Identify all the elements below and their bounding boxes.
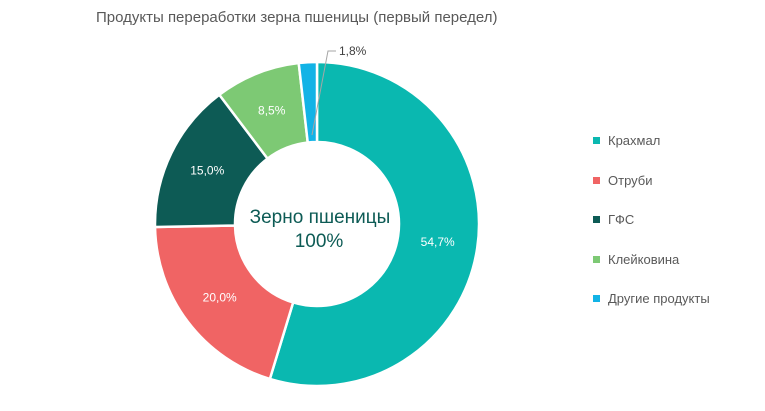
slice-label-kleikovina: 8,5% xyxy=(258,104,286,118)
slice-drugie-produkty xyxy=(297,60,319,144)
legend-item-kleikovina: Клейковина xyxy=(593,240,758,280)
legend-label: Крахмал xyxy=(608,133,661,149)
slice-otrubi xyxy=(153,224,295,381)
legend-label: ГФС xyxy=(608,212,635,228)
legend-swatch xyxy=(593,137,600,145)
slice-krakhmal xyxy=(268,60,481,388)
legend-item-krakhmal: Крахмал xyxy=(593,121,758,161)
legend-swatch xyxy=(593,176,600,184)
legend-swatch xyxy=(593,216,600,224)
slice-label-krakhmal: 54,7% xyxy=(421,235,455,249)
center-label-line1: Зерно пшеницы xyxy=(250,207,391,228)
legend-label: Отруби xyxy=(608,172,653,188)
legend-label: Другие продукты xyxy=(608,291,710,307)
chart-title: Продукты переработки зерна пшеницы (перв… xyxy=(96,9,498,26)
slice-label-drugie-produkty: 1,8% xyxy=(339,44,367,58)
legend: Крахмал Отруби ГФС Клейковина Другие про… xyxy=(593,121,758,319)
slice-labels: 54,7% 20,0% 15,0% 8,5% 1,8% xyxy=(190,44,455,305)
legend-swatch xyxy=(593,255,600,263)
slice-label-gfs: 15,0% xyxy=(190,164,224,178)
legend-swatch xyxy=(593,295,600,303)
slice-label-otrubi: 20,0% xyxy=(203,291,237,305)
legend-label: Клейковина xyxy=(608,251,680,267)
legend-item-otrubi: Отруби xyxy=(593,161,758,201)
legend-item-gfs: ГФС xyxy=(593,200,758,240)
legend-item-drugie-produkty: Другие продукты xyxy=(593,279,758,319)
donut-slices xyxy=(153,60,481,388)
leader-line-drugie-produkty xyxy=(311,50,336,136)
center-label-line2: 100% xyxy=(295,231,344,252)
